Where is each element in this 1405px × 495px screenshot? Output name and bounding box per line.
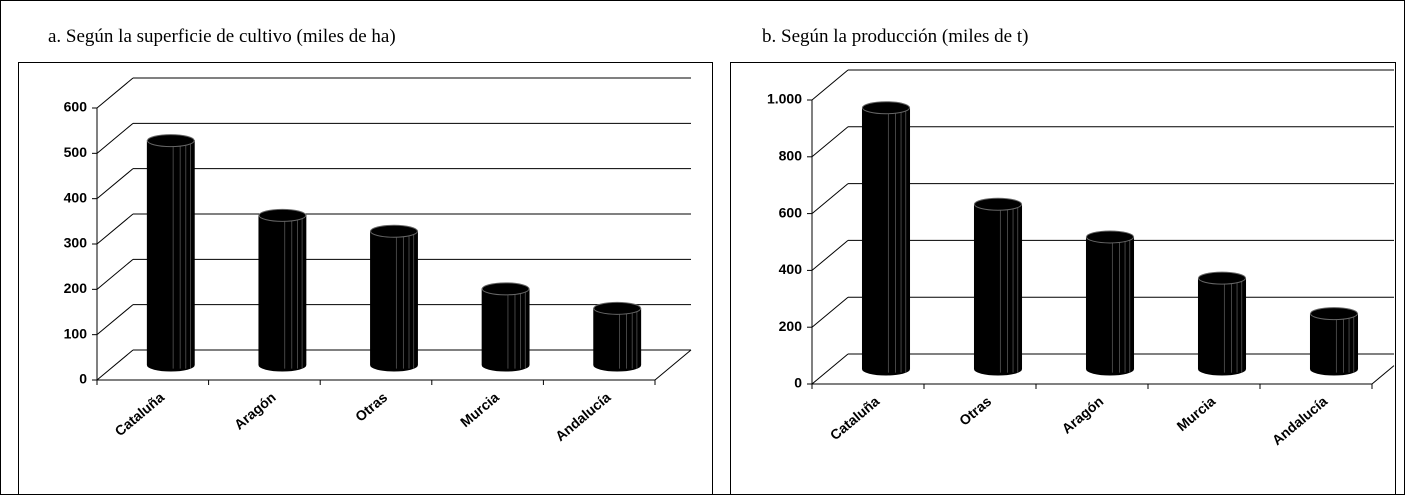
bar-top [258, 208, 307, 222]
bar [258, 214, 307, 372]
bar-top [973, 197, 1023, 211]
x-tick-label: Andalucía [1269, 393, 1331, 448]
grid-line [96, 213, 134, 245]
x-tick-label: Cataluña [112, 389, 168, 439]
bar-top [146, 134, 195, 148]
grid-line [811, 240, 849, 271]
y-tick-label: 400 [64, 189, 88, 205]
grid-line [811, 183, 849, 214]
chart-title: a. Según la superficie de cultivo (miles… [48, 26, 396, 47]
bar-top [1085, 230, 1135, 244]
y-tick-label: 600 [779, 204, 803, 220]
bar [1085, 236, 1135, 376]
grid-line [811, 296, 849, 328]
bar-top [1197, 271, 1247, 285]
bar [861, 107, 911, 376]
chart-title: b. Según la producción (miles de t) [762, 26, 1028, 47]
bar [370, 230, 418, 372]
y-tick-label: 500 [64, 144, 88, 160]
x-tick-label: Murcia [457, 389, 502, 430]
x-tick-label: Aragón [1058, 393, 1106, 437]
bar [146, 140, 195, 372]
y-tick-label: 0 [794, 375, 802, 391]
y-tick-label: 200 [64, 280, 88, 296]
bar-top [861, 101, 911, 115]
grid-line [811, 353, 849, 385]
plot-frame [18, 62, 713, 495]
y-tick-label: 0 [79, 371, 87, 387]
bar [1197, 277, 1247, 376]
x-tick-label: Cataluña [827, 393, 883, 443]
x-tick-label: Otras [956, 393, 994, 429]
x-tick-label: Aragón [231, 389, 279, 433]
y-tick-label: 100 [64, 325, 88, 341]
grid-line [96, 168, 134, 200]
y-tick-label: 200 [779, 318, 803, 334]
y-tick-label: 600 [64, 99, 88, 115]
y-tick-label: 400 [779, 261, 803, 277]
x-tick-label: Andalucía [552, 389, 614, 444]
x-tick-label: Otras [352, 389, 390, 425]
bar-top [481, 282, 530, 296]
grid-line [811, 69, 849, 101]
bar [1309, 313, 1359, 376]
plot-frame [730, 62, 1396, 495]
floor-edge [1371, 365, 1395, 385]
grid-line [96, 304, 134, 336]
y-tick-label: 800 [779, 148, 803, 164]
y-tick-label: 1.000 [767, 91, 802, 107]
grid-line [96, 349, 134, 381]
grid-line [96, 258, 134, 290]
floor-edge [654, 349, 692, 381]
grid-line [96, 122, 134, 154]
y-tick-label: 300 [64, 235, 88, 251]
bar [973, 203, 1023, 376]
bar-top [593, 301, 642, 315]
bar [481, 288, 530, 372]
grid-line [811, 126, 849, 158]
bar-top [370, 224, 418, 238]
x-tick-label: Murcia [1173, 393, 1218, 434]
bar-top [1309, 307, 1359, 321]
grid-line [96, 77, 134, 109]
bar [593, 307, 642, 372]
